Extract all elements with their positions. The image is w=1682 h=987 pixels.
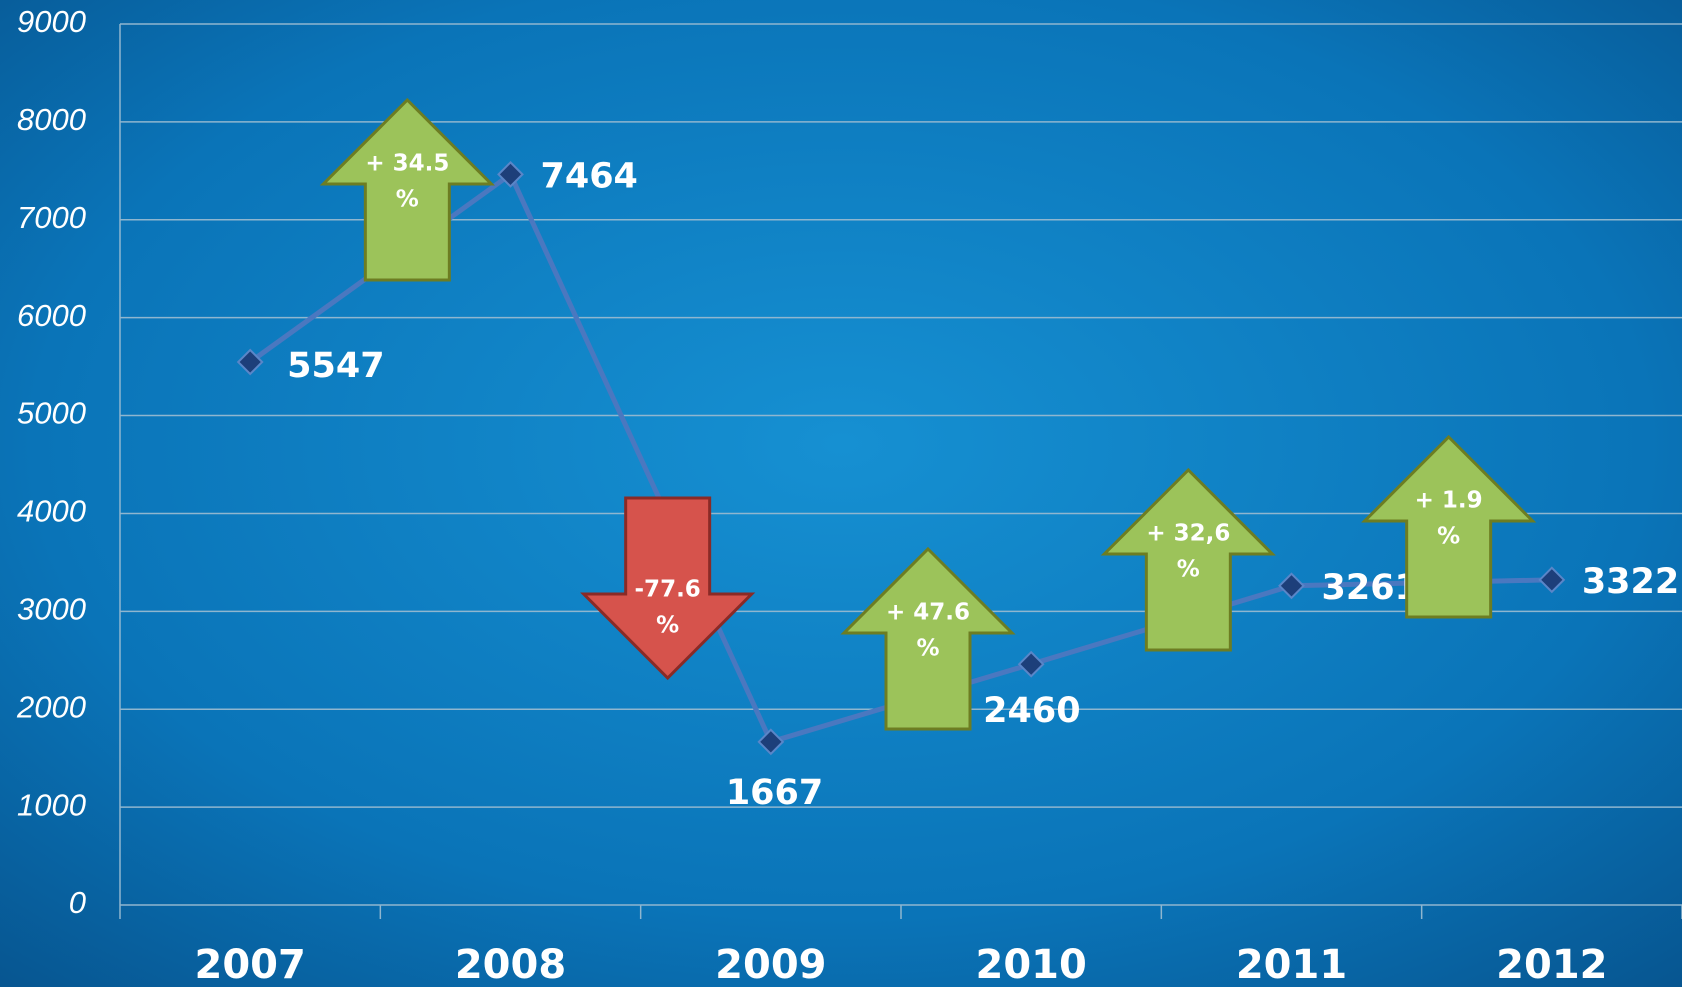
marker — [1017, 650, 1045, 678]
x-tick-label: 2009 — [715, 942, 826, 987]
arrow-label: -77.6 — [635, 577, 701, 603]
x-tick-label: 2011 — [1236, 942, 1347, 987]
x-tick-label: 2008 — [455, 942, 566, 987]
data-label: 3322 — [1582, 562, 1679, 602]
y-tick-label: 4000 — [17, 494, 86, 529]
change-arrow: -77.6% — [580, 496, 756, 681]
y-tick-label: 6000 — [17, 298, 86, 333]
y-tick-label: 1000 — [17, 787, 86, 822]
data-label: 1667 — [726, 773, 823, 813]
arrow-label: % — [1437, 524, 1460, 550]
change-arrow: + 47.6% — [840, 546, 1016, 731]
y-tick-label: 8000 — [17, 102, 86, 137]
marker — [1538, 566, 1566, 594]
change-arrow: + 32,6% — [1100, 467, 1276, 652]
x-tick-label: 2012 — [1496, 942, 1607, 987]
marker — [497, 160, 524, 188]
arrow-label: % — [916, 636, 939, 662]
change-arrow: + 34.5% — [319, 97, 495, 282]
y-tick-label: 0 — [69, 885, 86, 920]
arrow-shape — [1361, 434, 1537, 619]
arrow-shape — [319, 97, 495, 282]
data-label: 7464 — [541, 156, 638, 196]
arrow-label: + 1.9 — [1415, 488, 1483, 514]
x-tick-label: 2007 — [195, 942, 306, 987]
arrow-shape — [1100, 467, 1276, 652]
arrow-label: + 32,6 — [1146, 521, 1230, 547]
arrow-shape — [840, 546, 1016, 731]
arrow-label: % — [1177, 557, 1200, 583]
y-tick-label: 9000 — [17, 4, 86, 39]
data-label: 2460 — [983, 691, 1080, 731]
marker — [236, 348, 264, 376]
arrow-label: + 47.6 — [886, 600, 970, 626]
arrow-shape — [580, 496, 756, 681]
change-arrow: + 1.9% — [1361, 434, 1537, 619]
y-tick-label: 3000 — [17, 592, 86, 627]
arrow-label: + 34.5 — [365, 151, 449, 177]
y-tick-label: 2000 — [16, 689, 86, 724]
marker — [757, 728, 785, 756]
y-tick-label: 7000 — [17, 200, 86, 235]
arrow-label: % — [396, 187, 419, 213]
arrow-label: % — [656, 613, 679, 639]
marker — [1278, 572, 1305, 600]
x-tick-label: 2010 — [976, 942, 1087, 987]
data-label: 5547 — [287, 346, 384, 386]
data-label: 3261 — [1322, 568, 1419, 608]
y-tick-label: 5000 — [17, 396, 86, 431]
